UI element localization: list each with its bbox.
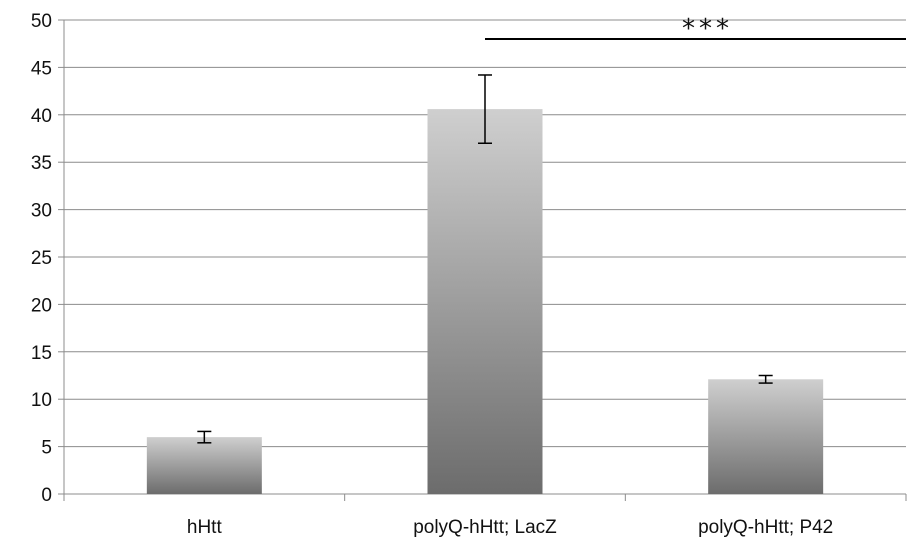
- bar: [427, 109, 543, 494]
- y-tick-label: 40: [31, 106, 52, 127]
- y-tick-label: 30: [31, 201, 52, 222]
- y-tick-label: 50: [31, 11, 52, 32]
- y-tick-label: 0: [41, 485, 52, 506]
- y-tick-labels: 0 5 10 15 20 25 30 35 40 45 50: [31, 11, 52, 506]
- x-category-label: polyQ-hHtt; P42: [698, 517, 833, 538]
- y-tick-label: 25: [31, 248, 52, 269]
- x-category-label: polyQ-hHtt; LacZ: [413, 517, 557, 538]
- y-tick-label: 45: [31, 58, 52, 79]
- bar: [708, 379, 824, 494]
- x-category-label: hHtt: [187, 517, 223, 538]
- bar: [146, 437, 262, 494]
- y-tick-label: 10: [31, 390, 52, 411]
- significance-annotation: ***: [485, 14, 906, 44]
- y-tick-label: 15: [31, 343, 52, 364]
- error-bars: [197, 74, 773, 444]
- significance-label: ***: [682, 14, 733, 44]
- y-tick-label: 35: [31, 153, 52, 174]
- x-category-labels: hHtt polyQ-hHtt; LacZ polyQ-hHtt; P42: [187, 517, 833, 538]
- bars: [146, 109, 824, 494]
- y-tick-label: 20: [31, 295, 52, 316]
- y-tick-label: 5: [41, 438, 52, 459]
